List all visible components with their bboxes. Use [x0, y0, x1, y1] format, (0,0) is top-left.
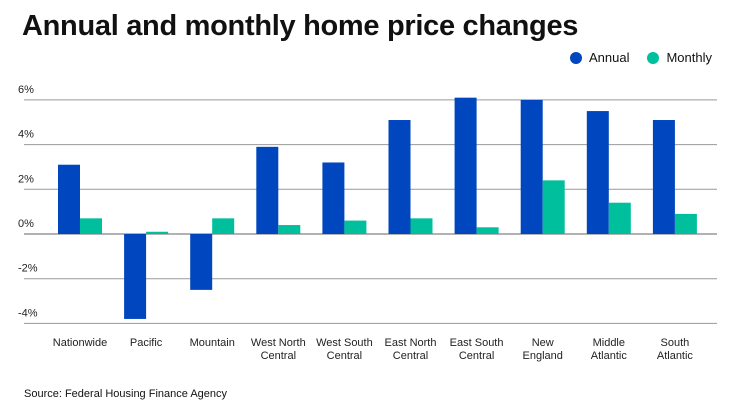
- x-tick-label: Atlantic: [657, 350, 694, 362]
- legend-swatch-annual: [569, 51, 582, 64]
- x-tick-label: East South: [450, 337, 504, 349]
- bar-monthly: [80, 218, 102, 234]
- bar-annual: [322, 162, 345, 234]
- bar-monthly: [542, 180, 565, 234]
- x-tick-label: Nationwide: [53, 337, 107, 349]
- legend-item-monthly: Monthly: [647, 50, 712, 65]
- x-tick-label: West South: [316, 337, 373, 349]
- y-tick-label: 0%: [18, 218, 34, 230]
- bar-annual: [190, 234, 213, 290]
- x-tick-label: Mountain: [190, 337, 235, 349]
- x-tick-label: Central: [459, 350, 494, 362]
- bar-annual: [58, 164, 80, 234]
- y-tick-label: 4%: [18, 129, 34, 141]
- x-tick-label: Central: [327, 350, 362, 362]
- x-tick-label: Pacific: [130, 337, 163, 349]
- x-tick-label: South: [661, 337, 690, 349]
- x-tick-label: Atlantic: [591, 350, 628, 362]
- bar-monthly: [212, 218, 235, 234]
- bar-annual: [124, 234, 147, 319]
- chart-title: Annual and monthly home price changes: [22, 10, 579, 42]
- x-tick-label: West North: [251, 337, 306, 349]
- bar-monthly: [146, 231, 169, 234]
- x-tick-label: Central: [261, 350, 296, 362]
- bar-monthly: [344, 220, 367, 234]
- legend-swatch-monthly: [647, 51, 660, 64]
- legend-label-monthly: Monthly: [666, 50, 712, 65]
- bar-annual: [652, 120, 675, 234]
- x-tick-label: Middle: [593, 337, 625, 349]
- x-tick-label: New: [532, 337, 554, 349]
- y-tick-label: -4%: [18, 307, 38, 319]
- x-tick-label: Central: [393, 350, 428, 362]
- bar-annual: [454, 97, 477, 234]
- x-tick-label: England: [523, 350, 563, 362]
- bar-annual: [520, 99, 543, 235]
- bar-monthly: [410, 218, 433, 234]
- bar-monthly: [674, 213, 697, 234]
- bar-annual: [256, 146, 279, 234]
- bar-annual: [388, 120, 411, 234]
- bar-annual: [586, 111, 609, 234]
- bar-monthly: [278, 225, 301, 234]
- legend-item-annual: Annual: [569, 50, 630, 65]
- legend-label-annual: Annual: [588, 50, 630, 65]
- y-tick-label: 6%: [18, 84, 34, 96]
- source-note: Source: Federal Housing Finance Agency: [24, 388, 228, 400]
- bar-monthly: [608, 202, 631, 234]
- y-tick-label: 2%: [18, 173, 34, 185]
- y-tick-label: -2%: [18, 263, 38, 275]
- bar-monthly: [476, 227, 499, 234]
- x-tick-label: East North: [385, 337, 437, 349]
- legend: Annual Monthly: [569, 50, 712, 65]
